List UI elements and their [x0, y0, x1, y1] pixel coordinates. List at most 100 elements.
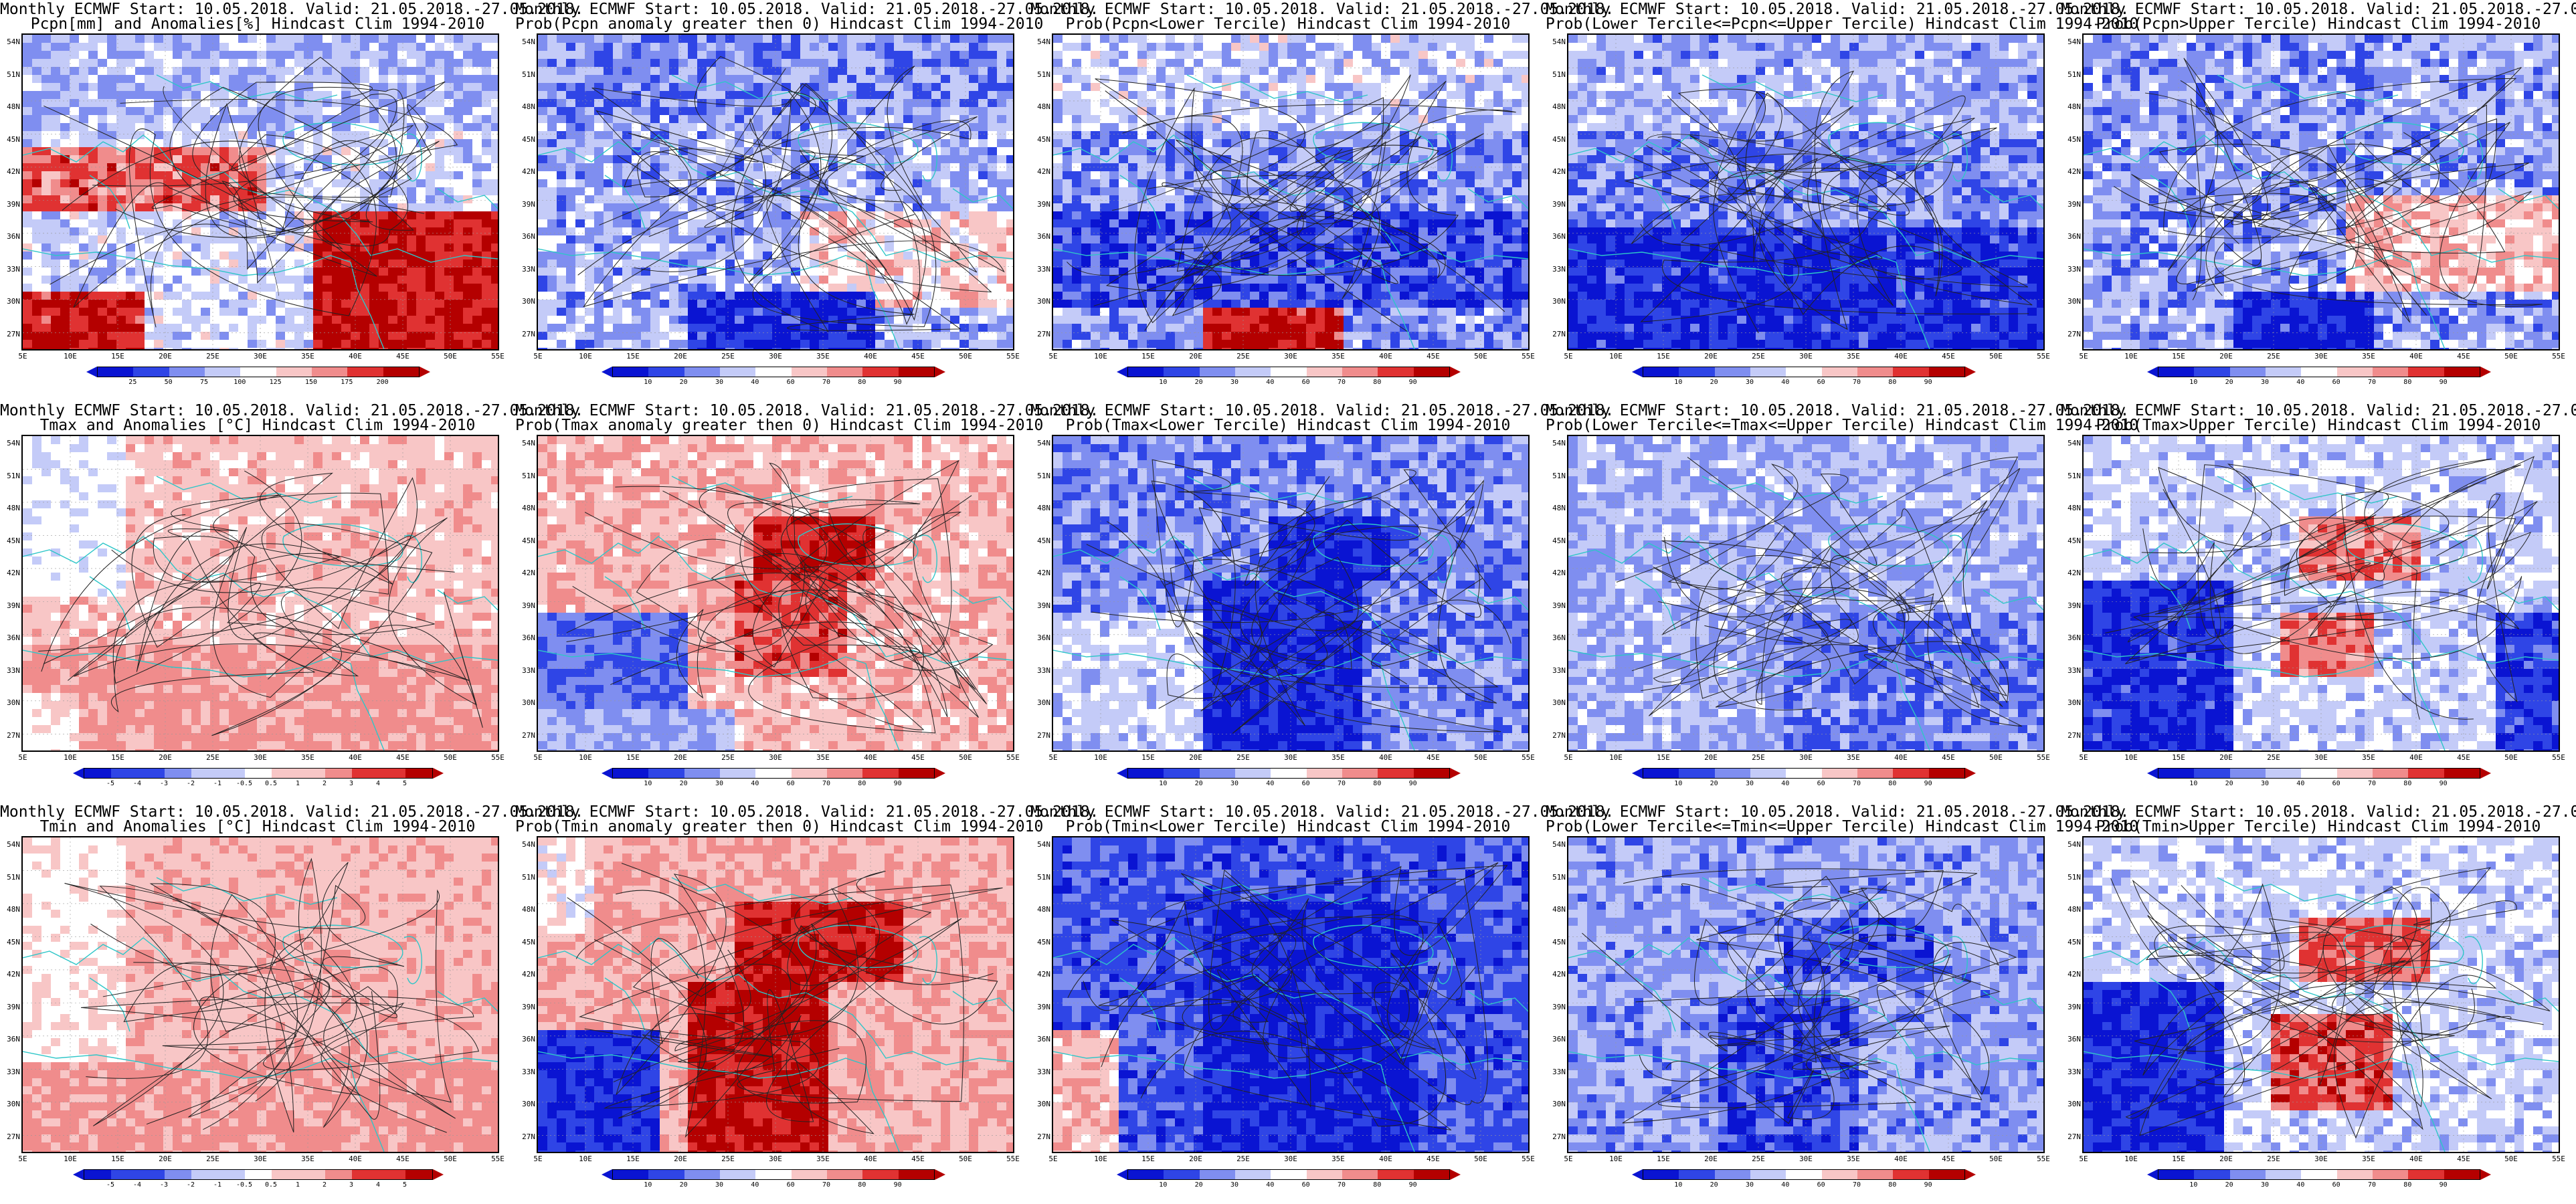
colorbar-tick-label: 60: [1808, 1181, 1835, 1189]
colorbar-swatch: [379, 769, 405, 778]
colorbar-tick-label: 60: [777, 379, 804, 386]
longitude-label: 45E: [905, 352, 931, 361]
longitude-label: 20E: [152, 352, 179, 361]
colorbar: [612, 768, 935, 779]
colorbar-low-arrow: [2147, 768, 2158, 779]
colorbar-tick-label: 70: [2359, 379, 2385, 386]
longitude-label: 50E: [1467, 1155, 1494, 1163]
colorbar: [612, 367, 935, 377]
latitude-label: 30N: [517, 297, 535, 306]
latitude-label: 48N: [1032, 102, 1050, 111]
colorbar-tick-label: 60: [1293, 1181, 1319, 1189]
colorbar-tick-label: 40: [1772, 379, 1799, 386]
colorbar-swatch: [1199, 769, 1235, 778]
colorbar-swatch: [826, 769, 863, 778]
latitude-label: 27N: [517, 1132, 535, 1141]
colorbar-swatch: [325, 769, 352, 778]
colorbar-high-arrow: [433, 1169, 444, 1180]
colorbar-low-arrow: [2147, 1169, 2158, 1180]
longitude-label: 45E: [1935, 753, 1962, 762]
colorbar-swatch: [272, 1170, 298, 1179]
latitude-label: 54N: [2062, 37, 2081, 46]
colorbar-swatch: [2194, 769, 2230, 778]
latitude-label: 39N: [1547, 601, 1566, 610]
colorbar-swatch: [1342, 367, 1378, 377]
colorbar-swatch: [325, 1170, 352, 1179]
longitude-label: 45E: [2450, 1155, 2477, 1163]
colorbar-tick-label: -4: [124, 1181, 151, 1189]
colorbar-low-arrow: [602, 367, 612, 377]
latitude-label: 39N: [1032, 601, 1050, 610]
colorbar: [84, 768, 433, 779]
longitude-label: 35E: [1325, 753, 1352, 762]
latitude-label: 48N: [1032, 905, 1050, 914]
colorbar-high-arrow: [1450, 768, 1461, 779]
longitude-label: 15E: [1650, 352, 1677, 361]
longitude-label: 15E: [1650, 1155, 1677, 1163]
latitude-label: 51N: [1032, 70, 1050, 79]
longitude-label: 15E: [2165, 352, 2192, 361]
colorbar-tick-label: 70: [813, 1181, 840, 1189]
colorbar-swatch: [826, 367, 863, 377]
colorbar-tick-label: 70: [1328, 780, 1355, 787]
colorbar: [2158, 768, 2480, 779]
longitude-label: 5E: [525, 352, 551, 361]
panel-title-line1: Monthly ECMWF Start: 10.05.2018. Valid: …: [515, 1, 1099, 17]
longitude-label: 15E: [104, 753, 131, 762]
colorbar-swatch: [2444, 367, 2480, 377]
latitude-label: 45N: [1, 938, 20, 946]
colorbar-swatch: [1821, 1170, 1857, 1179]
longitude-label: 25E: [199, 1155, 226, 1163]
colorbar-tick-label: 20: [2216, 379, 2243, 386]
latitude-label: 27N: [1547, 731, 1566, 740]
latitude-label: 48N: [1, 905, 20, 914]
latitude-label: 39N: [1, 1003, 20, 1011]
latitude-label: 45N: [1, 135, 20, 144]
colorbar-swatch: [405, 769, 432, 778]
longitude-label: 55E: [2545, 753, 2572, 762]
forecast-map: [1567, 435, 2045, 752]
longitude-label: 10E: [1602, 753, 1629, 762]
latitude-label: 39N: [1, 601, 20, 610]
colorbar-swatch: [2372, 367, 2409, 377]
latitude-label: 27N: [1032, 330, 1050, 338]
colorbar-low-arrow: [1632, 367, 1643, 377]
colorbar-swatch: [1164, 769, 1200, 778]
longitude-label: 10E: [57, 352, 84, 361]
colorbar-swatch: [298, 769, 325, 778]
colorbar-tick-label: 90: [1400, 780, 1427, 787]
longitude-label: 15E: [620, 753, 646, 762]
colorbar: [1643, 1169, 1965, 1180]
colorbar-swatch: [1643, 1170, 1679, 1179]
longitude-label: 25E: [199, 352, 226, 361]
colorbar-swatch: [2444, 1170, 2480, 1179]
colorbar-swatch: [1750, 367, 1786, 377]
forecast-panel: Monthly ECMWF Start: 10.05.2018. Valid: …: [1546, 401, 2138, 803]
longitude-label: 5E: [9, 352, 36, 361]
colorbar-swatch: [405, 1170, 432, 1179]
colorbar-swatch: [138, 769, 165, 778]
longitude-label: 10E: [1087, 352, 1114, 361]
latitude-label: 42N: [1, 167, 20, 176]
latitude-label: 42N: [2062, 970, 2081, 979]
colorbar-swatch: [1857, 769, 1894, 778]
longitude-label: 10E: [57, 753, 84, 762]
colorbar-high-arrow: [433, 768, 444, 779]
colorbar-tick-label: 70: [1843, 1181, 1870, 1189]
latitude-label: 33N: [517, 265, 535, 274]
colorbar-swatch: [2408, 367, 2444, 377]
colorbar-tick-label: -4: [124, 780, 151, 787]
longitude-label: 35E: [294, 352, 321, 361]
colorbar-swatch: [1928, 1170, 1964, 1179]
longitude-label: 25E: [715, 352, 741, 361]
longitude-label: 40E: [342, 1155, 369, 1163]
latitude-label: 51N: [1, 873, 20, 882]
latitude-label: 39N: [2062, 601, 2081, 610]
latitude-label: 39N: [1547, 200, 1566, 209]
latitude-label: 33N: [517, 1068, 535, 1076]
longitude-label: 35E: [1840, 1155, 1867, 1163]
colorbar-swatch: [240, 367, 276, 377]
longitude-label: 55E: [1515, 1155, 1542, 1163]
latitude-label: 54N: [1, 37, 20, 46]
colorbar-swatch: [2444, 769, 2480, 778]
